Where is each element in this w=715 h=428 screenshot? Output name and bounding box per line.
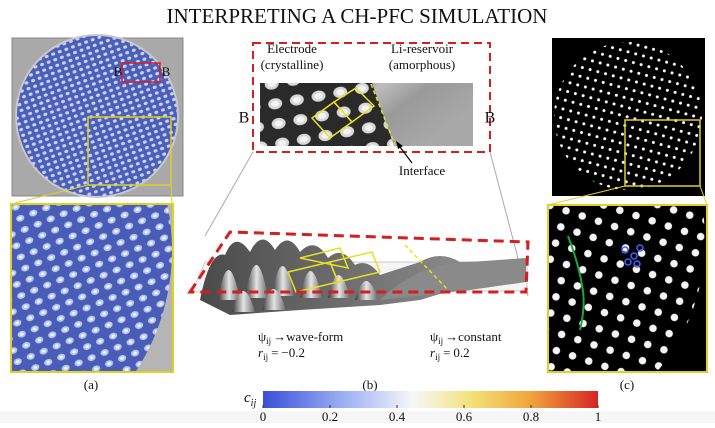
interface-line bbox=[370, 83, 396, 146]
section-marker: B bbox=[239, 110, 250, 127]
colorbar-tick-label: 0 bbox=[260, 409, 267, 423]
zoom-line bbox=[547, 185, 626, 206]
panel-a: B B (a) bbox=[10, 34, 184, 392]
region-label: Electrode bbox=[267, 41, 317, 56]
zoom-line bbox=[170, 184, 173, 205]
colorbar-tick-label: 0.4 bbox=[389, 409, 406, 423]
colorbar-tick-label: 1 bbox=[595, 409, 602, 423]
section-marker: B bbox=[485, 110, 496, 127]
interface-line-3d bbox=[404, 244, 449, 291]
section-marker: B bbox=[114, 64, 123, 79]
zoom-box bbox=[624, 119, 701, 187]
panel-caption: (a) bbox=[84, 377, 98, 392]
panel-caption: (c) bbox=[620, 377, 634, 392]
note: rij = −0.2 bbox=[258, 345, 305, 362]
note: rij = 0.2 bbox=[430, 345, 470, 362]
zoom-line bbox=[699, 185, 708, 206]
projection-line bbox=[204, 151, 254, 237]
colorbar-label: cij bbox=[244, 390, 256, 409]
region-label: (amorphous) bbox=[389, 57, 455, 72]
section-box bbox=[121, 62, 161, 83]
colorbar: cij 0 0.2 0.4 0.6 0.8 1 bbox=[0, 390, 715, 424]
unit-cells-3d bbox=[286, 247, 382, 293]
crystal-region bbox=[260, 83, 394, 146]
footer-band bbox=[0, 411, 715, 423]
section-frame bbox=[252, 42, 491, 153]
panel-b: Electrode (crystalline) Li-reservoir (am… bbox=[187, 41, 530, 392]
colorbar-tick-label: 0.8 bbox=[523, 409, 539, 423]
section-plane bbox=[187, 230, 530, 294]
colorbar-tick-label: 0.2 bbox=[322, 409, 338, 423]
panel-caption: (b) bbox=[362, 377, 377, 392]
region-label: Li-reservoir bbox=[391, 41, 454, 56]
zoom-line bbox=[10, 184, 89, 205]
region-label: (crystalline) bbox=[261, 57, 324, 72]
cell-marks bbox=[621, 244, 644, 268]
zoom-frame bbox=[10, 203, 174, 373]
zoom-crystal bbox=[11, 204, 172, 372]
section-marker: B bbox=[162, 64, 171, 79]
note: ψij →constant bbox=[430, 329, 502, 346]
grain-line bbox=[567, 235, 585, 331]
unit-cells bbox=[310, 87, 376, 140]
colorbar-tick-label: 0.6 bbox=[456, 409, 473, 423]
figure-title: INTERPRETING A CH-PFC SIMULATION bbox=[167, 4, 548, 28]
panel-c: (c) bbox=[547, 38, 708, 392]
atom-positions bbox=[554, 42, 702, 190]
zoom-frame bbox=[547, 204, 708, 373]
zoom-box bbox=[87, 116, 172, 186]
flat-surface bbox=[380, 258, 526, 300]
colorbar-gradient bbox=[263, 391, 598, 408]
arrow-head bbox=[396, 141, 403, 149]
note: ψij →wave-form bbox=[258, 329, 343, 346]
surface bbox=[200, 239, 525, 315]
interface-label: Interface bbox=[399, 163, 445, 178]
